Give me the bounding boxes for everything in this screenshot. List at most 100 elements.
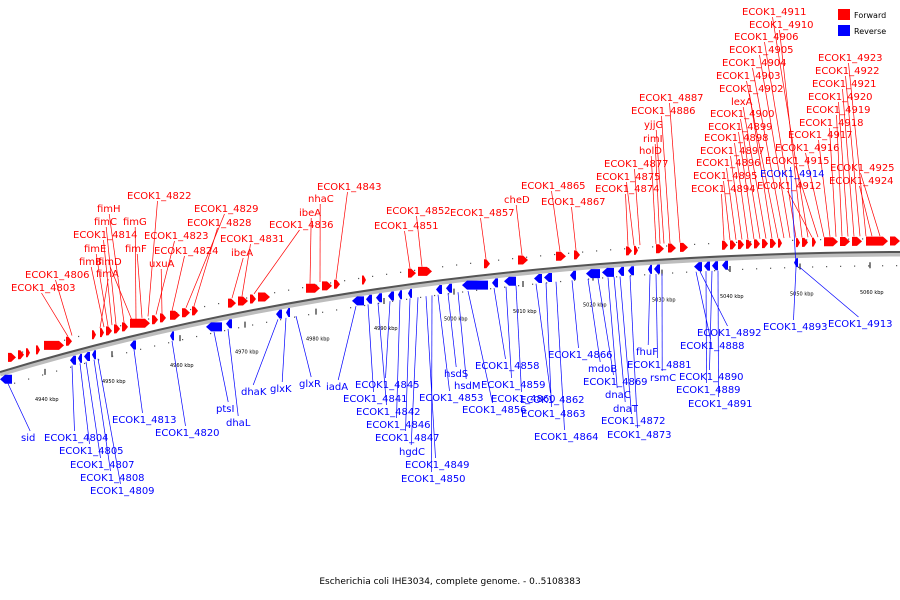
forward-gene-arrow xyxy=(362,275,366,285)
minor-tick xyxy=(56,370,58,372)
leader-line xyxy=(619,276,632,415)
leader-line xyxy=(467,290,493,404)
minor-tick xyxy=(140,348,142,350)
gene-label-ecok1-4905: ECOK1_4905 xyxy=(729,45,794,56)
minor-tick xyxy=(666,245,668,247)
leader-line xyxy=(231,257,244,299)
minor-tick xyxy=(686,271,688,273)
legend: Forward Reverse xyxy=(838,9,886,36)
reverse-gene-arrow xyxy=(352,296,364,306)
gene-label-ecok1-4829: ECOK1_4829 xyxy=(194,204,259,215)
gene-label-fime: fimE xyxy=(84,244,106,255)
gene-label-ecok1-4865: ECOK1_4865 xyxy=(521,181,586,192)
gene-label-ecok1-4862: ECOK1_4862 xyxy=(520,395,585,406)
leader-line xyxy=(335,191,348,280)
legend-reverse-swatch xyxy=(838,25,850,36)
minor-tick xyxy=(378,302,380,304)
forward-gene-arrow xyxy=(730,240,736,250)
leader-line xyxy=(396,299,401,419)
gene-label-ecok1-4881: ECOK1_4881 xyxy=(627,360,692,371)
gene-label-glxk: glxK xyxy=(270,384,292,395)
gene-label-ecok1-4824: ECOK1_4824 xyxy=(154,246,219,257)
minor-tick xyxy=(792,239,794,241)
leader-line xyxy=(480,217,487,259)
leader-line xyxy=(587,278,601,363)
minor-tick xyxy=(526,256,528,258)
gene-label-fimg: fimG xyxy=(123,217,147,228)
minor-tick xyxy=(280,319,282,321)
reverse-gene-arrow xyxy=(570,270,576,280)
gene-label-ecok1-4893: ECOK1_4893 xyxy=(763,322,828,333)
minor-tick xyxy=(624,248,626,250)
leader-line xyxy=(695,271,711,340)
legend-reverse-label: Reverse xyxy=(854,27,886,36)
reverse-gene-arrow xyxy=(648,264,652,274)
gene-label-nhac: nhaC xyxy=(308,194,334,205)
minor-tick xyxy=(246,297,248,299)
gene-label-ecok1-4892: ECOK1_4892 xyxy=(697,328,762,339)
forward-gene-arrow xyxy=(8,352,16,362)
minor-tick xyxy=(112,355,114,357)
forward-gene-arrow xyxy=(130,318,150,328)
gene-label-dhak: dhaK xyxy=(241,387,267,398)
minor-tick xyxy=(770,267,772,269)
gene-label-ecok1-4845: ECOK1_4845 xyxy=(355,380,420,391)
minor-tick xyxy=(848,238,850,240)
minor-tick xyxy=(302,287,304,289)
forward-gene-arrow xyxy=(192,306,198,316)
leader-line xyxy=(650,155,657,245)
gene-label-ecok1-4917: ECOK1_4917 xyxy=(788,130,853,141)
minor-tick xyxy=(224,330,226,332)
minor-tick xyxy=(70,366,72,368)
leader-line xyxy=(55,279,73,336)
gene-label-ecok1-4866: ECOK1_4866 xyxy=(548,350,613,361)
forward-gene-arrow xyxy=(18,350,24,360)
leader-line xyxy=(730,155,743,240)
leader-line xyxy=(385,301,391,379)
gene-label-rsmc: rsmC xyxy=(650,373,676,384)
gene-label-ecok1-4867: ECOK1_4867 xyxy=(541,197,606,208)
forward-gene-arrow xyxy=(680,242,688,252)
leader-line xyxy=(425,296,436,459)
gene-label-ecok1-4804: ECOK1_4804 xyxy=(44,433,109,444)
leader-line xyxy=(416,215,423,267)
minor-tick xyxy=(148,318,150,320)
gene-label-sid: sid xyxy=(21,433,35,444)
forward-gene-arrow xyxy=(890,236,900,246)
gene-label-ecok1-4920: ECOK1_4920 xyxy=(808,92,873,103)
gene-label-ecok1-4889: ECOK1_4889 xyxy=(676,385,741,396)
leader-line xyxy=(793,267,797,321)
gene-label-ecok1-4921: ECOK1_4921 xyxy=(812,79,877,90)
reverse-gene-arrow xyxy=(704,261,710,271)
leader-line xyxy=(377,302,387,406)
forward-gene-arrow xyxy=(418,266,432,276)
leader-line xyxy=(571,280,579,349)
forward-gene-arrow xyxy=(852,236,862,246)
gene-label-glxr: glxR xyxy=(299,379,321,390)
leader-line xyxy=(147,200,158,317)
minor-tick xyxy=(812,266,814,268)
tick-label: 4950 kbp xyxy=(102,379,126,385)
leader-line xyxy=(337,306,357,381)
minor-tick xyxy=(288,289,290,291)
forward-gene-arrow xyxy=(802,237,808,247)
forward-gene-arrow xyxy=(408,268,416,278)
minor-tick xyxy=(322,311,324,313)
leader-line xyxy=(661,115,671,244)
minor-tick xyxy=(336,309,338,311)
gene-label-lexa: lexA xyxy=(731,97,753,108)
gene-label-ecok1-4910: ECOK1_4910 xyxy=(749,20,814,31)
minor-tick xyxy=(28,378,30,380)
legend-forward-label: Forward xyxy=(854,11,886,20)
reverse-gene-arrow xyxy=(602,267,614,277)
tick-label: 4980 kbp xyxy=(306,337,330,343)
leader-line xyxy=(431,295,433,473)
forward-gene-arrow xyxy=(238,296,248,306)
minor-tick xyxy=(736,241,738,243)
minor-tick xyxy=(420,296,422,299)
forward-gene-arrow xyxy=(122,322,128,332)
gene-label-ecok1-4877: ECOK1_4877 xyxy=(604,159,669,170)
gene-label-ecok1-4859: ECOK1_4859 xyxy=(481,380,546,391)
forward-gene-arrow xyxy=(556,251,566,261)
